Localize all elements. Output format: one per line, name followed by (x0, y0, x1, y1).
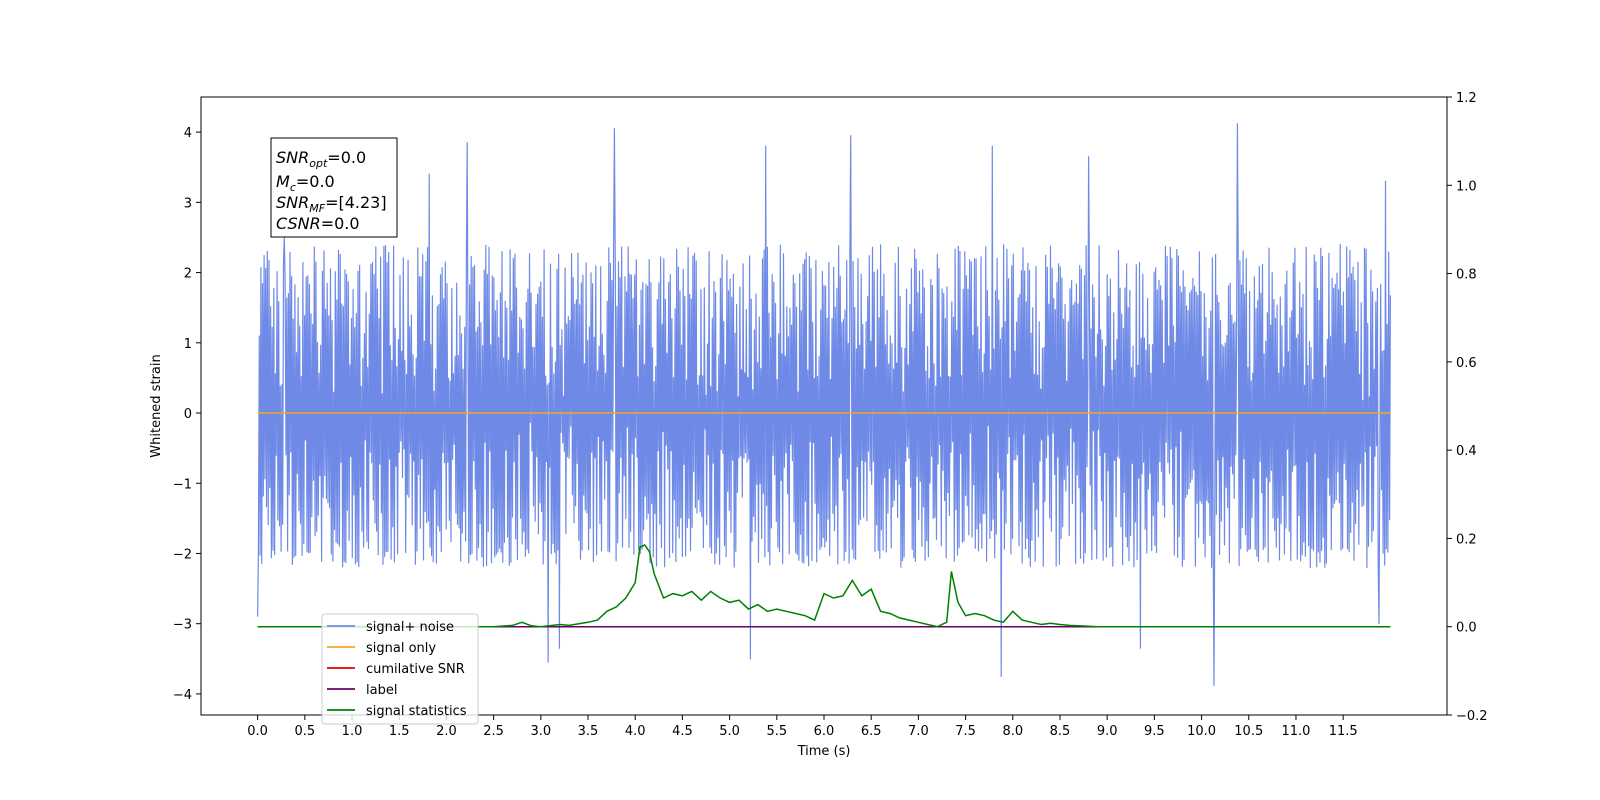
y-axis-right: −0.2 0.0 0.2 0.4 0.6 0.8 1.0 1.2 (1447, 91, 1488, 724)
x-tick-label: 1.5 (389, 724, 410, 739)
x-tick-label: 3.5 (578, 724, 599, 739)
signal-statistics-line (257, 544, 1391, 628)
y-tick-label: 4 (184, 126, 192, 141)
annotation-symbol: SNR (276, 193, 309, 212)
annotation-line: SNRMF=[4.23] (276, 193, 387, 215)
annotation-symbol: M (276, 172, 290, 191)
x-tick-label: 8.0 (1002, 724, 1023, 739)
legend-label: signal+ noise (366, 620, 454, 635)
x-tick-label: 5.0 (719, 724, 740, 739)
annotation-value: =0.0 (296, 172, 335, 191)
y-tick-label: 1 (184, 337, 192, 352)
annotation-symbol: SNR (276, 148, 309, 167)
annotation-value: =[4.23] (325, 193, 387, 212)
y-tick-label: 3 (184, 196, 192, 211)
signal-noise-line (257, 123, 1391, 687)
x-tick-label: 0.5 (294, 724, 315, 739)
x-tick-label: 6.0 (814, 724, 835, 739)
x-tick-label: 4.0 (625, 724, 646, 739)
x-axis: 0.0 0.5 1.0 1.5 2.0 2.5 3.0 3.5 4.0 4.5 5.0 5.5 6.0 6… (247, 715, 1358, 739)
annotation-value: =0.0 (321, 214, 360, 233)
x-tick-label: 7.5 (955, 724, 976, 739)
y2-tick-label: 1.0 (1456, 179, 1477, 194)
x-tick-label: 2.5 (483, 724, 504, 739)
y2-tick-label: 0.0 (1456, 621, 1477, 636)
y-axis-label: Whitened strain (149, 354, 164, 457)
signal-noise-series (257, 123, 1391, 687)
x-tick-label: 6.5 (861, 724, 882, 739)
legend-label: cumilative SNR (366, 662, 465, 677)
annotation-subscript: MF (309, 202, 325, 215)
x-tick-label: 4.5 (672, 724, 693, 739)
x-tick-label: 2.0 (436, 724, 457, 739)
y-tick-label: −3 (173, 618, 192, 633)
x-tick-label: 1.0 (342, 724, 363, 739)
legend-frame (321, 613, 479, 725)
legend-label: label (366, 683, 397, 698)
legend-label: signal only (366, 641, 436, 656)
annotation-frame (270, 137, 398, 238)
annotation-subscript: c (290, 181, 296, 194)
annotation-line: Mc=0.0 (276, 172, 335, 194)
x-tick-label: 9.0 (1097, 724, 1118, 739)
legend-label: signal statistics (366, 704, 467, 719)
x-tick-label: 3.0 (530, 724, 551, 739)
y-axis-left: −4 −3 −2 −1 0 1 2 3 4 (173, 126, 201, 703)
x-tick-label: 8.5 (1050, 724, 1071, 739)
annotation-symbol: CSNR (276, 214, 321, 233)
y-tick-label: −1 (173, 477, 192, 492)
x-tick-label: 7.0 (908, 724, 929, 739)
y-tick-label: −2 (173, 547, 192, 562)
annotation-line: CSNR=0.0 (276, 214, 360, 233)
y-tick-label: 0 (184, 407, 192, 422)
y2-tick-label: 1.2 (1456, 91, 1477, 106)
x-axis-label: Time (s) (797, 744, 851, 759)
y2-tick-label: 0.6 (1456, 356, 1477, 371)
annotation-value: =0.0 (327, 148, 366, 167)
y2-tick-label: 0.8 (1456, 268, 1477, 283)
y2-tick-label: 0.4 (1456, 444, 1477, 459)
annotation-line: SNRopt=0.0 (276, 148, 366, 170)
x-tick-label: 10.5 (1234, 724, 1263, 739)
x-tick-label: 0.0 (247, 724, 268, 739)
y-tick-label: −4 (173, 688, 192, 703)
y-tick-label: 2 (184, 267, 192, 282)
x-tick-label: 11.0 (1281, 724, 1310, 739)
legend: signal+ noise signal only cumilative SNR la… (321, 613, 479, 725)
x-tick-label: 10.0 (1187, 724, 1216, 739)
y2-tick-label: 0.2 (1456, 532, 1477, 547)
x-tick-label: 11.5 (1329, 724, 1358, 739)
y2-tick-label: −0.2 (1456, 709, 1488, 724)
annotation-subscript: opt (309, 157, 328, 170)
x-tick-label: 9.5 (1144, 724, 1165, 739)
x-tick-label: 5.5 (766, 724, 787, 739)
